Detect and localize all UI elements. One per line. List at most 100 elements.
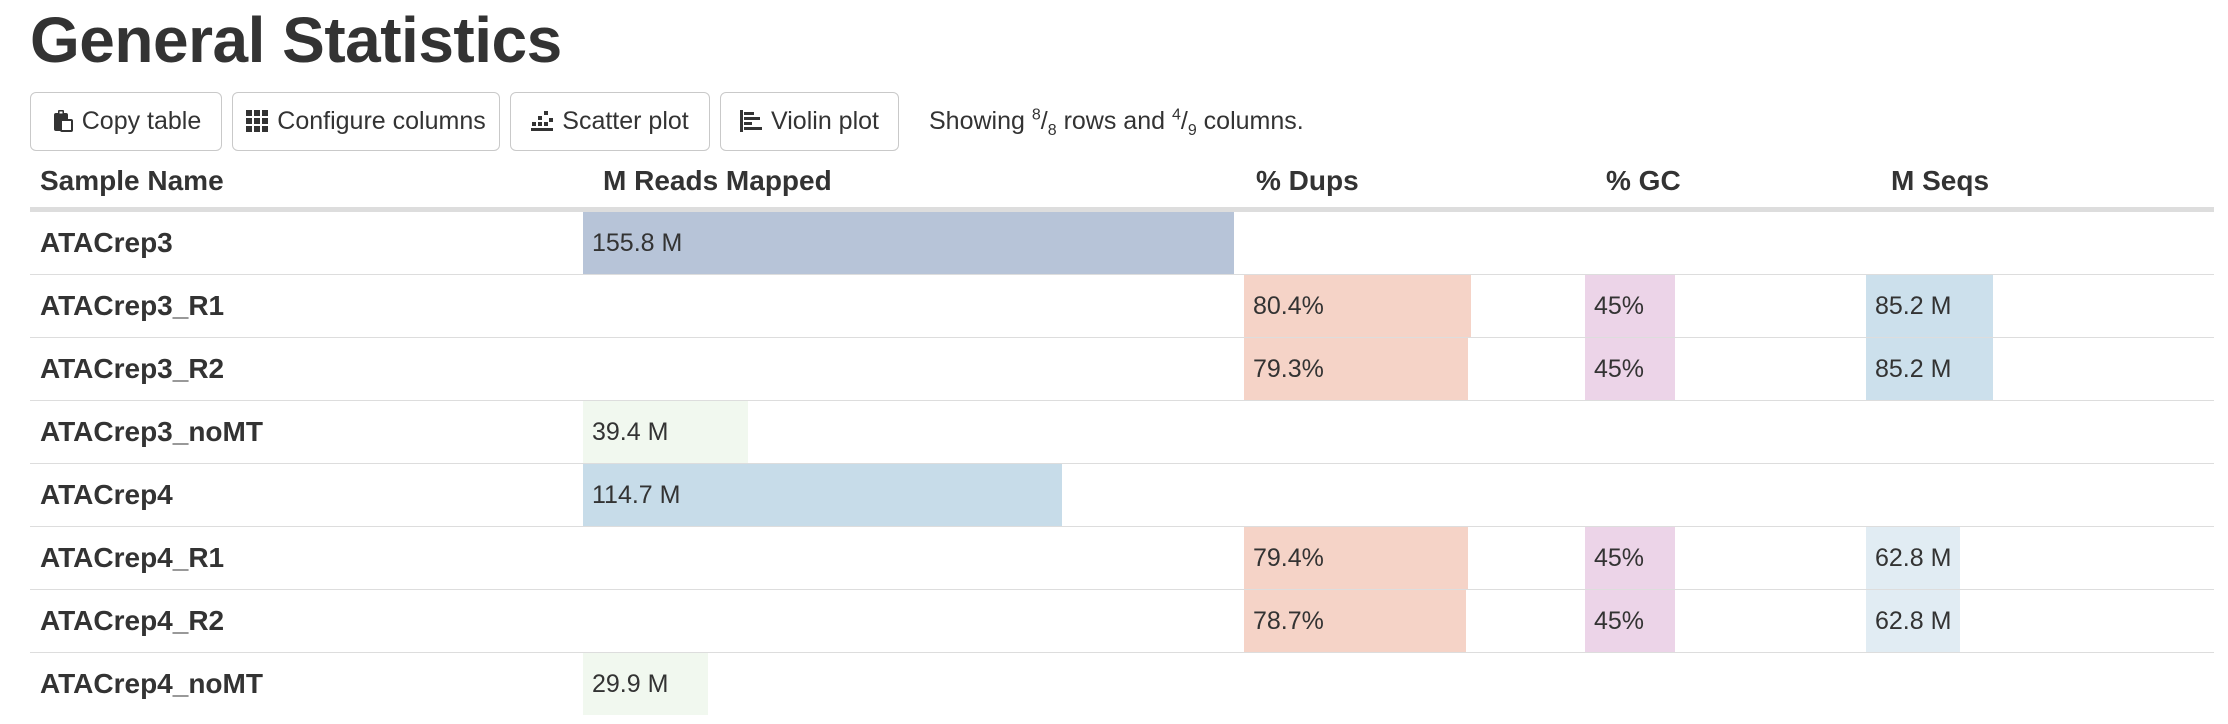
dups-cell (1246, 400, 1596, 464)
reads-mapped-bar (583, 464, 1062, 526)
table-row: ATACrep4_R2 78.7% 45% 62.8 M (30, 589, 2214, 653)
reads-mapped-bar (583, 401, 748, 463)
bar-list-icon (740, 110, 763, 132)
dups-value: 79.4% (1253, 544, 1324, 572)
sample-name-cell: ATACrep4_R2 (30, 589, 593, 653)
column-header-reads-mapped[interactable]: M Reads Mapped (593, 154, 1246, 212)
gc-bar (1585, 590, 1675, 652)
gc-bar (1585, 527, 1675, 589)
page-title: General Statistics (30, 4, 562, 76)
sample-name-cell: ATACrep3_R2 (30, 337, 593, 401)
dups-cell: 79.4% (1244, 526, 1596, 590)
reads-mapped-cell (593, 274, 1246, 338)
column-header-dups[interactable]: % Dups (1246, 154, 1596, 212)
dups-value: 80.4% (1253, 292, 1324, 320)
table-toolbar: Copy table Configure columns Scatter plo… (30, 91, 1304, 151)
dups-bar (1244, 275, 1471, 337)
seqs-bar (1866, 590, 1960, 652)
seqs-value: 62.8 M (1875, 544, 1952, 572)
table-row: ATACrep4_R1 79.4% 45% 62.8 M (30, 526, 2214, 590)
configure-columns-button[interactable]: Configure columns (232, 91, 500, 151)
gc-value: 45% (1594, 292, 1645, 320)
seqs-cell (1881, 653, 2214, 716)
sample-name-cell: ATACrep3_R1 (30, 274, 593, 338)
reads-mapped-cell: 114.7 M (583, 463, 1246, 527)
dups-cell (1246, 463, 1596, 527)
violin-plot-button[interactable]: Violin plot (720, 91, 899, 151)
grid-icon (246, 110, 269, 132)
column-header-seqs[interactable]: M Seqs (1881, 154, 2214, 212)
gc-cell (1596, 400, 1881, 464)
scatter-plot-icon (531, 110, 554, 132)
dups-bar (1244, 527, 1468, 589)
reads-mapped-cell: 29.9 M (583, 653, 1246, 715)
table-row: ATACrep4 114.7 M (30, 463, 2214, 527)
gc-value: 45% (1594, 607, 1645, 635)
gc-cell (1596, 653, 1881, 716)
reads-mapped-value: 29.9 M (592, 670, 669, 698)
reads-mapped-bar (583, 653, 708, 715)
dups-bar (1244, 590, 1466, 652)
reads-mapped-cell (593, 589, 1246, 653)
copy-table-button[interactable]: Copy table (30, 91, 222, 151)
seqs-bar (1866, 275, 1993, 337)
reads-mapped-cell (593, 526, 1246, 590)
violin-plot-label: Violin plot (771, 106, 879, 135)
dups-bar (1244, 338, 1468, 400)
dups-cell (1246, 653, 1596, 716)
gc-cell: 45% (1585, 589, 1881, 653)
table-row: ATACrep4_noMT 29.9 M (30, 653, 2214, 716)
sample-name-cell: ATACrep4_R1 (30, 526, 593, 590)
seqs-cell: 85.2 M (1866, 337, 2214, 401)
reads-mapped-bar (583, 212, 1234, 274)
sample-name-cell: ATACrep4 (30, 463, 593, 527)
seqs-cell: 62.8 M (1866, 526, 2214, 590)
table-body: ATACrep3 155.8 M ATACrep3_R1 80.4% 45% 85.2 M… (30, 209, 2214, 716)
seqs-value: 85.2 M (1875, 292, 1952, 320)
gc-cell: 45% (1585, 337, 1881, 401)
seqs-cell: 85.2 M (1866, 274, 2214, 338)
dups-cell: 78.7% (1244, 589, 1596, 653)
gc-bar (1585, 275, 1675, 337)
configure-columns-label: Configure columns (277, 106, 486, 135)
seqs-value: 62.8 M (1875, 607, 1952, 635)
dups-cell: 79.3% (1244, 337, 1596, 401)
scatter-plot-label: Scatter plot (562, 106, 689, 135)
sample-name-cell: ATACrep3 (30, 209, 593, 275)
table-header-row: Sample Name M Reads Mapped % Dups % GC M… (30, 154, 2214, 212)
dups-value: 78.7% (1253, 607, 1324, 635)
gc-cell (1596, 463, 1881, 527)
reads-mapped-cell (593, 337, 1246, 401)
reads-mapped-value: 114.7 M (592, 481, 681, 509)
clipboard-icon (51, 109, 73, 133)
reads-mapped-value: 39.4 M (592, 418, 669, 446)
gc-bar (1585, 338, 1675, 400)
gc-cell (1596, 209, 1881, 275)
dups-cell: 80.4% (1244, 274, 1596, 338)
reads-mapped-cell: 39.4 M (583, 400, 1246, 464)
seqs-cell (1881, 400, 2214, 464)
reads-mapped-value: 155.8 M (592, 229, 683, 257)
copy-table-label: Copy table (81, 106, 202, 135)
seqs-cell (1881, 463, 2214, 527)
table-visibility-summary: Showing 8/8 rows and 4/9 columns. (929, 106, 1304, 139)
seqs-bar (1866, 338, 1993, 400)
gc-value: 45% (1594, 544, 1645, 572)
gc-cell: 45% (1585, 274, 1881, 338)
seqs-value: 85.2 M (1875, 355, 1952, 383)
seqs-cell (1881, 209, 2214, 275)
gc-value: 45% (1594, 355, 1645, 383)
seqs-cell: 62.8 M (1866, 589, 2214, 653)
column-header-gc[interactable]: % GC (1596, 154, 1881, 212)
scatter-plot-button[interactable]: Scatter plot (510, 91, 710, 151)
dups-cell (1246, 209, 1596, 275)
sample-name-cell: ATACrep4_noMT (40, 668, 263, 699)
dups-value: 79.3% (1253, 355, 1324, 383)
table-row: ATACrep3_R1 80.4% 45% 85.2 M (30, 274, 2214, 338)
reads-mapped-cell: 155.8 M (583, 209, 1246, 275)
seqs-bar (1866, 527, 1960, 589)
general-stats-table: Sample Name M Reads Mapped % Dups % GC M… (30, 154, 2214, 715)
column-header-sample-name[interactable]: Sample Name (30, 154, 593, 212)
gc-cell: 45% (1585, 526, 1881, 590)
table-row: ATACrep3_R2 79.3% 45% 85.2 M (30, 337, 2214, 401)
